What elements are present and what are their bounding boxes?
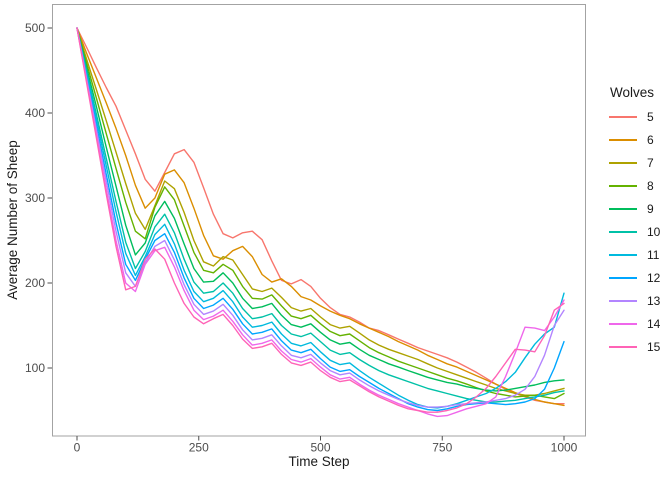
- legend: 5 6 7 8 9 10 11 12 13 14 15: [609, 110, 661, 354]
- legend-title: Wolves: [610, 85, 654, 100]
- y-tick-label: 300: [25, 191, 45, 205]
- series-line-8: [76, 27, 565, 400]
- x-tick-label: 500: [310, 441, 330, 455]
- series-line-6: [76, 27, 565, 407]
- y-tick-label: 100: [25, 361, 45, 375]
- y-tick-label: 200: [25, 276, 45, 290]
- x-tick-label: 750: [432, 441, 452, 455]
- x-axis-title: Time Step: [288, 454, 349, 469]
- ticks-group: 0 250 500 750 1000 100 200 300 400 500: [25, 21, 578, 455]
- legend-label-15: 15: [647, 340, 661, 354]
- y-tick-label: 500: [25, 21, 45, 35]
- legend-label-6: 6: [647, 133, 654, 147]
- legend-label-11: 11: [647, 248, 660, 262]
- y-tick-label: 400: [25, 106, 45, 120]
- series-line-13: [76, 27, 565, 408]
- series-line-9: [76, 27, 565, 392]
- legend-label-7: 7: [647, 156, 654, 170]
- series-line-15: [76, 27, 565, 413]
- legend-label-14: 14: [647, 317, 661, 331]
- x-tick-label: 1000: [551, 441, 578, 455]
- series-line-5: [76, 27, 565, 405]
- series-line-14: [76, 27, 565, 418]
- legend-label-10: 10: [647, 225, 661, 239]
- legend-label-5: 5: [647, 110, 654, 124]
- series-line-12: [76, 27, 565, 412]
- legend-label-12: 12: [647, 271, 661, 285]
- legend-label-8: 8: [647, 179, 654, 193]
- plot-panel: [52, 4, 586, 437]
- legend-label-9: 9: [647, 202, 654, 216]
- y-axis-title: Average Number of Sheep: [5, 140, 20, 300]
- series-line-11: [76, 27, 565, 409]
- series-line-10: [76, 27, 565, 403]
- x-tick-label: 0: [74, 441, 81, 455]
- legend-label-13: 13: [647, 294, 661, 308]
- series-group: [76, 27, 565, 418]
- x-tick-label: 250: [189, 441, 209, 455]
- series-line-7: [76, 27, 565, 396]
